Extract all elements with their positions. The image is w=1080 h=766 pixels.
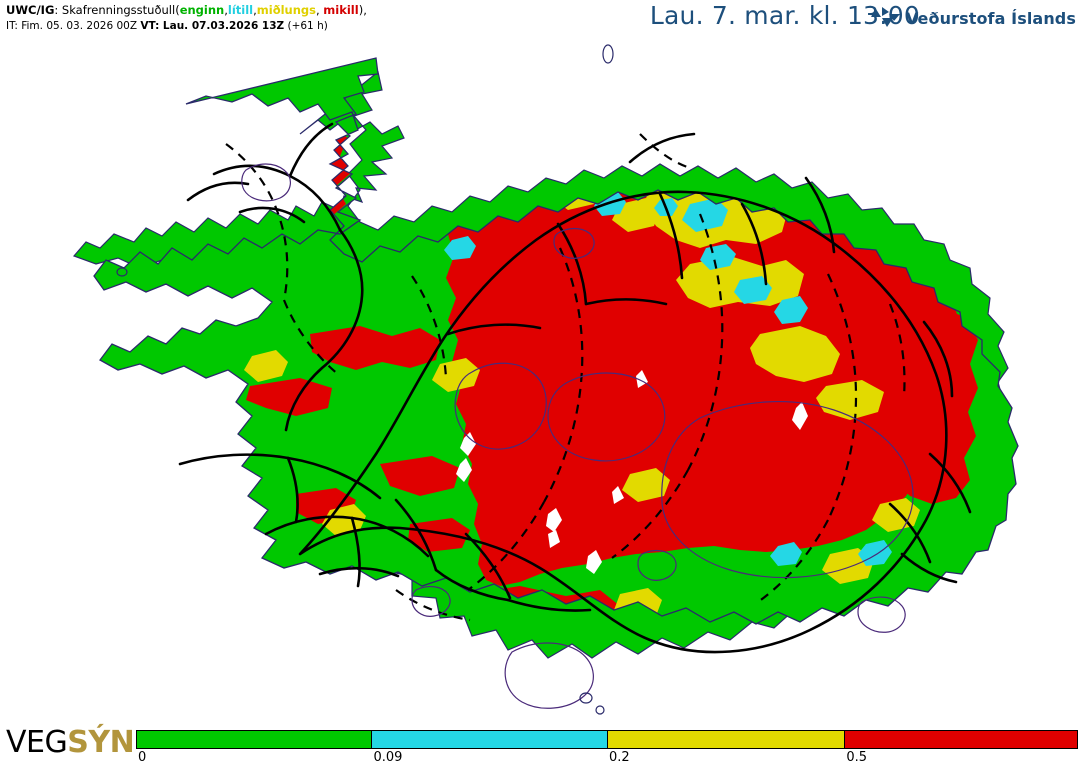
map-canvas[interactable]: [0, 34, 1080, 716]
lead-time: (+61 h): [284, 20, 328, 32]
model-label: UWC/IG: [6, 3, 55, 17]
offshore-islands: [116, 44, 614, 715]
parameter-line: UWC/IG: Skafrenningsstuðull(enginn,lítil…: [6, 3, 646, 17]
risk-comma-3: ,: [315, 3, 324, 17]
colorbar-ticks: 0 0.09 0.2 0.5: [136, 750, 1078, 766]
administrative-boundaries: [225, 133, 906, 622]
risk-label-high: mikill: [323, 3, 359, 17]
risk-label-none: enginn: [179, 3, 225, 17]
iceland-risk-map-svg[interactable]: [0, 34, 1080, 716]
brand-name: Veðurstofa Íslands: [905, 8, 1076, 28]
colorbar-legend: VEGSÝN 0 0.09 0.2 0.5: [0, 716, 1080, 766]
parameter-name: Skafrenningsstuðull: [61, 3, 176, 17]
model-sep: :: [54, 3, 62, 17]
coastline-outline: [93, 57, 1019, 625]
imo-arrows-logo-icon: [870, 7, 900, 27]
glacier-outlines: [241, 163, 914, 709]
colorbar-tick-0: 0: [138, 750, 147, 765]
risk-label-medium: miðlungs: [256, 3, 316, 17]
risk-comma-1: ,: [224, 3, 228, 17]
risk-label-low: lítill: [227, 3, 254, 17]
colorbar-tick-0.2: 0.2: [609, 750, 630, 765]
brand: Veðurstofa Íslands: [870, 6, 1076, 30]
time-line: IT: Fim. 05. 03. 2026 00Z VT: Lau. 07.03…: [6, 19, 646, 33]
risk-comma-2: ,: [253, 3, 257, 17]
risk-close-paren: ),: [358, 3, 367, 17]
colorbar-tick-0.09: 0.09: [373, 750, 403, 765]
issue-time: IT: Fim. 05. 03. 2026 00Z: [6, 20, 141, 32]
colorbar-band-enginn[interactable]: [137, 731, 372, 748]
colorbar-band-mikill[interactable]: [843, 731, 1077, 748]
vegsyn-logo: VEGSÝN: [6, 725, 135, 760]
colorbar-band-lítill[interactable]: [371, 731, 607, 748]
risk-open-paren: (: [175, 3, 180, 17]
road-network: [178, 122, 972, 654]
vegsyn-part2: SÝN: [67, 725, 135, 760]
colorbar-band-miðlungs[interactable]: [606, 731, 844, 748]
vegsyn-part1: VEG: [6, 725, 68, 760]
valid-time: VT: Lau. 07.03.2026 13Z: [140, 20, 285, 32]
colorbar[interactable]: [136, 730, 1078, 749]
colorbar-tick-0.5: 0.5: [846, 750, 868, 765]
forecast-metadata: UWC/IG: Skafrenningsstuðull(enginn,lítil…: [6, 3, 646, 33]
